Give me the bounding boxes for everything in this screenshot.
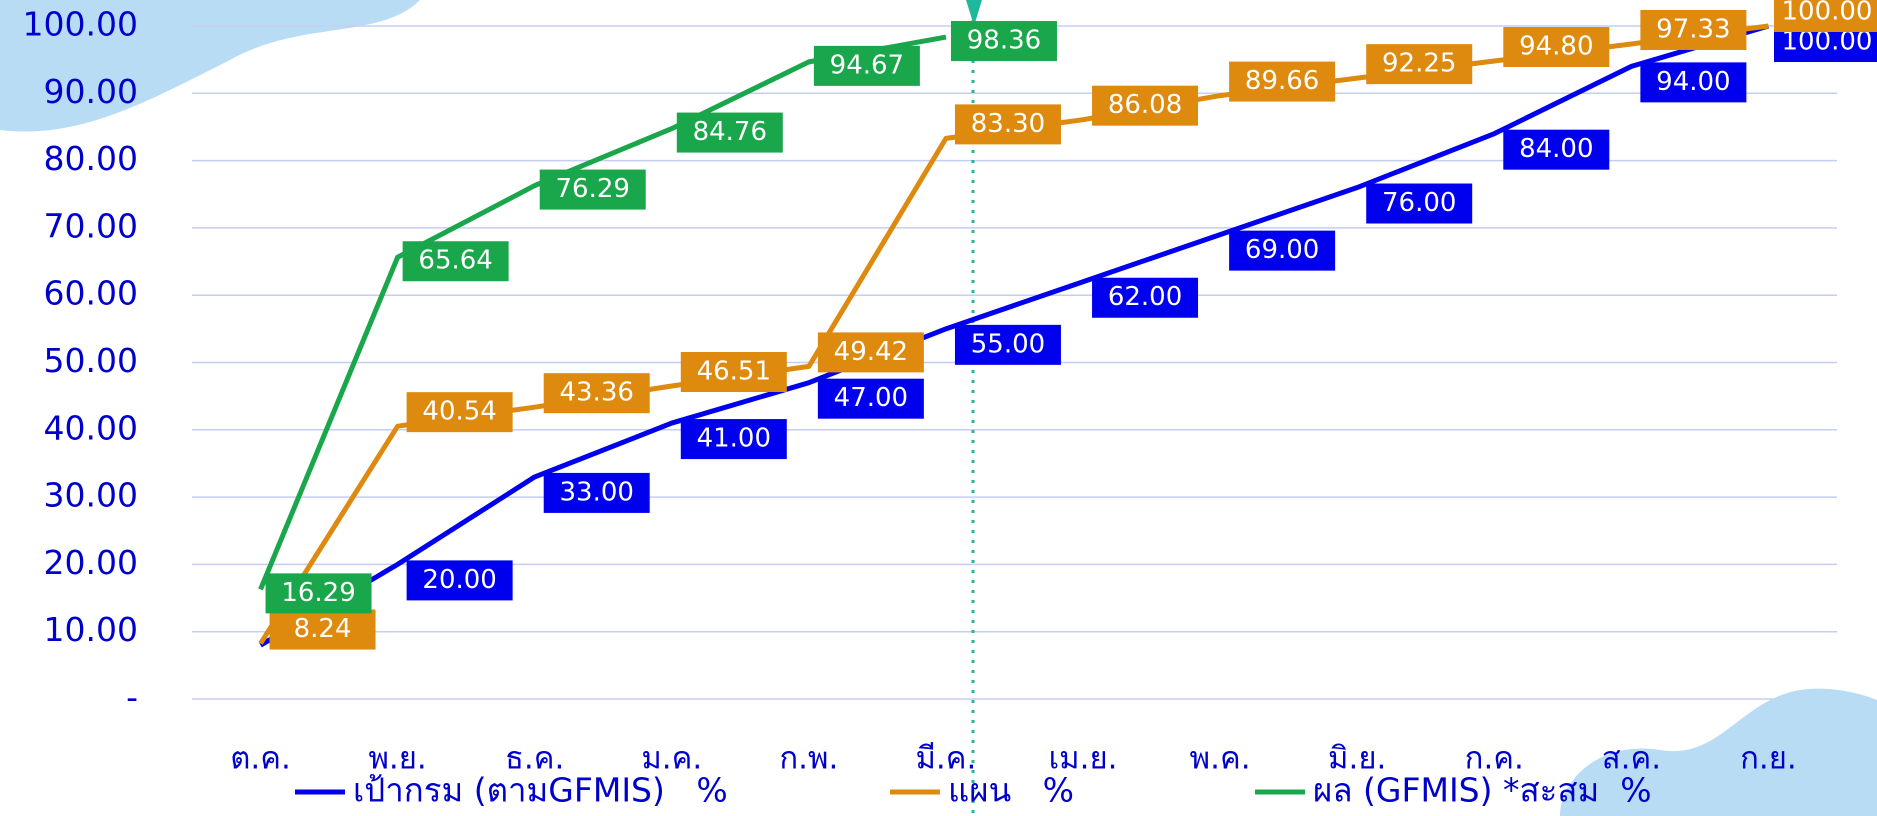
data-label: 20.00 <box>422 565 496 595</box>
y-tick-label: 100.00 <box>23 5 138 44</box>
legend-label: ผล (GFMIS) *สะสม % <box>1313 771 1652 810</box>
x-tick-label: ก.พ. <box>779 741 838 777</box>
data-label: 55.00 <box>971 329 1045 359</box>
data-label: 86.08 <box>1108 90 1182 120</box>
legend: เป้ากรม (ตามGFMIS) % แผน % ผล (GFMIS) *สะส… <box>295 771 1652 810</box>
y-tick-label: 70.00 <box>44 206 138 245</box>
data-label: 47.00 <box>834 383 908 413</box>
data-label: 41.00 <box>697 424 771 454</box>
data-label: 16.29 <box>281 578 355 608</box>
data-label: 33.00 <box>559 477 633 507</box>
y-tick-label: 10.00 <box>44 610 138 649</box>
x-tick-label: พ.ค. <box>1190 741 1251 777</box>
data-label: 94.00 <box>1656 67 1730 97</box>
y-tick-label: 40.00 <box>44 408 138 447</box>
data-label: 84.76 <box>693 117 767 147</box>
y-tick-label: - <box>126 678 138 717</box>
data-label: 76.00 <box>1382 188 1456 218</box>
data-label: 62.00 <box>1108 282 1182 312</box>
legend-label: เป้ากรม (ตามGFMIS) % <box>353 771 728 810</box>
data-label: 84.00 <box>1519 134 1593 164</box>
y-tick-label: 90.00 <box>44 72 138 111</box>
data-label: 89.66 <box>1245 66 1319 96</box>
data-label: 65.64 <box>418 246 492 276</box>
data-label: 49.42 <box>834 337 908 367</box>
y-tick-label: 30.00 <box>44 476 138 515</box>
data-label: 97.33 <box>1656 14 1730 44</box>
y-tick-label: 60.00 <box>44 274 138 313</box>
data-label: 98.36 <box>967 26 1041 56</box>
data-label: 100.00 <box>1782 0 1873 27</box>
chart: - 10.00 20.00 30.00 40.00 50.00 60.00 70.00 80.0… <box>0 0 1877 816</box>
data-label: 46.51 <box>697 356 771 386</box>
data-label: 8.24 <box>294 614 352 644</box>
y-tick-label: 80.00 <box>44 139 138 178</box>
y-tick-label: 50.00 <box>44 341 138 380</box>
data-label: 69.00 <box>1245 235 1319 265</box>
data-label: 94.80 <box>1519 31 1593 61</box>
y-tick-label: 20.00 <box>44 543 138 582</box>
data-label: 94.67 <box>830 50 904 80</box>
data-label: 43.36 <box>559 378 633 408</box>
x-tick-label: ก.ย. <box>1740 741 1797 777</box>
data-label: 92.25 <box>1382 49 1456 79</box>
data-label: 83.30 <box>971 109 1045 139</box>
x-tick-label: ต.ค. <box>230 741 291 777</box>
legend-label: แผน % <box>948 771 1074 810</box>
data-label: 76.29 <box>555 174 629 204</box>
data-label: 40.54 <box>422 397 496 427</box>
